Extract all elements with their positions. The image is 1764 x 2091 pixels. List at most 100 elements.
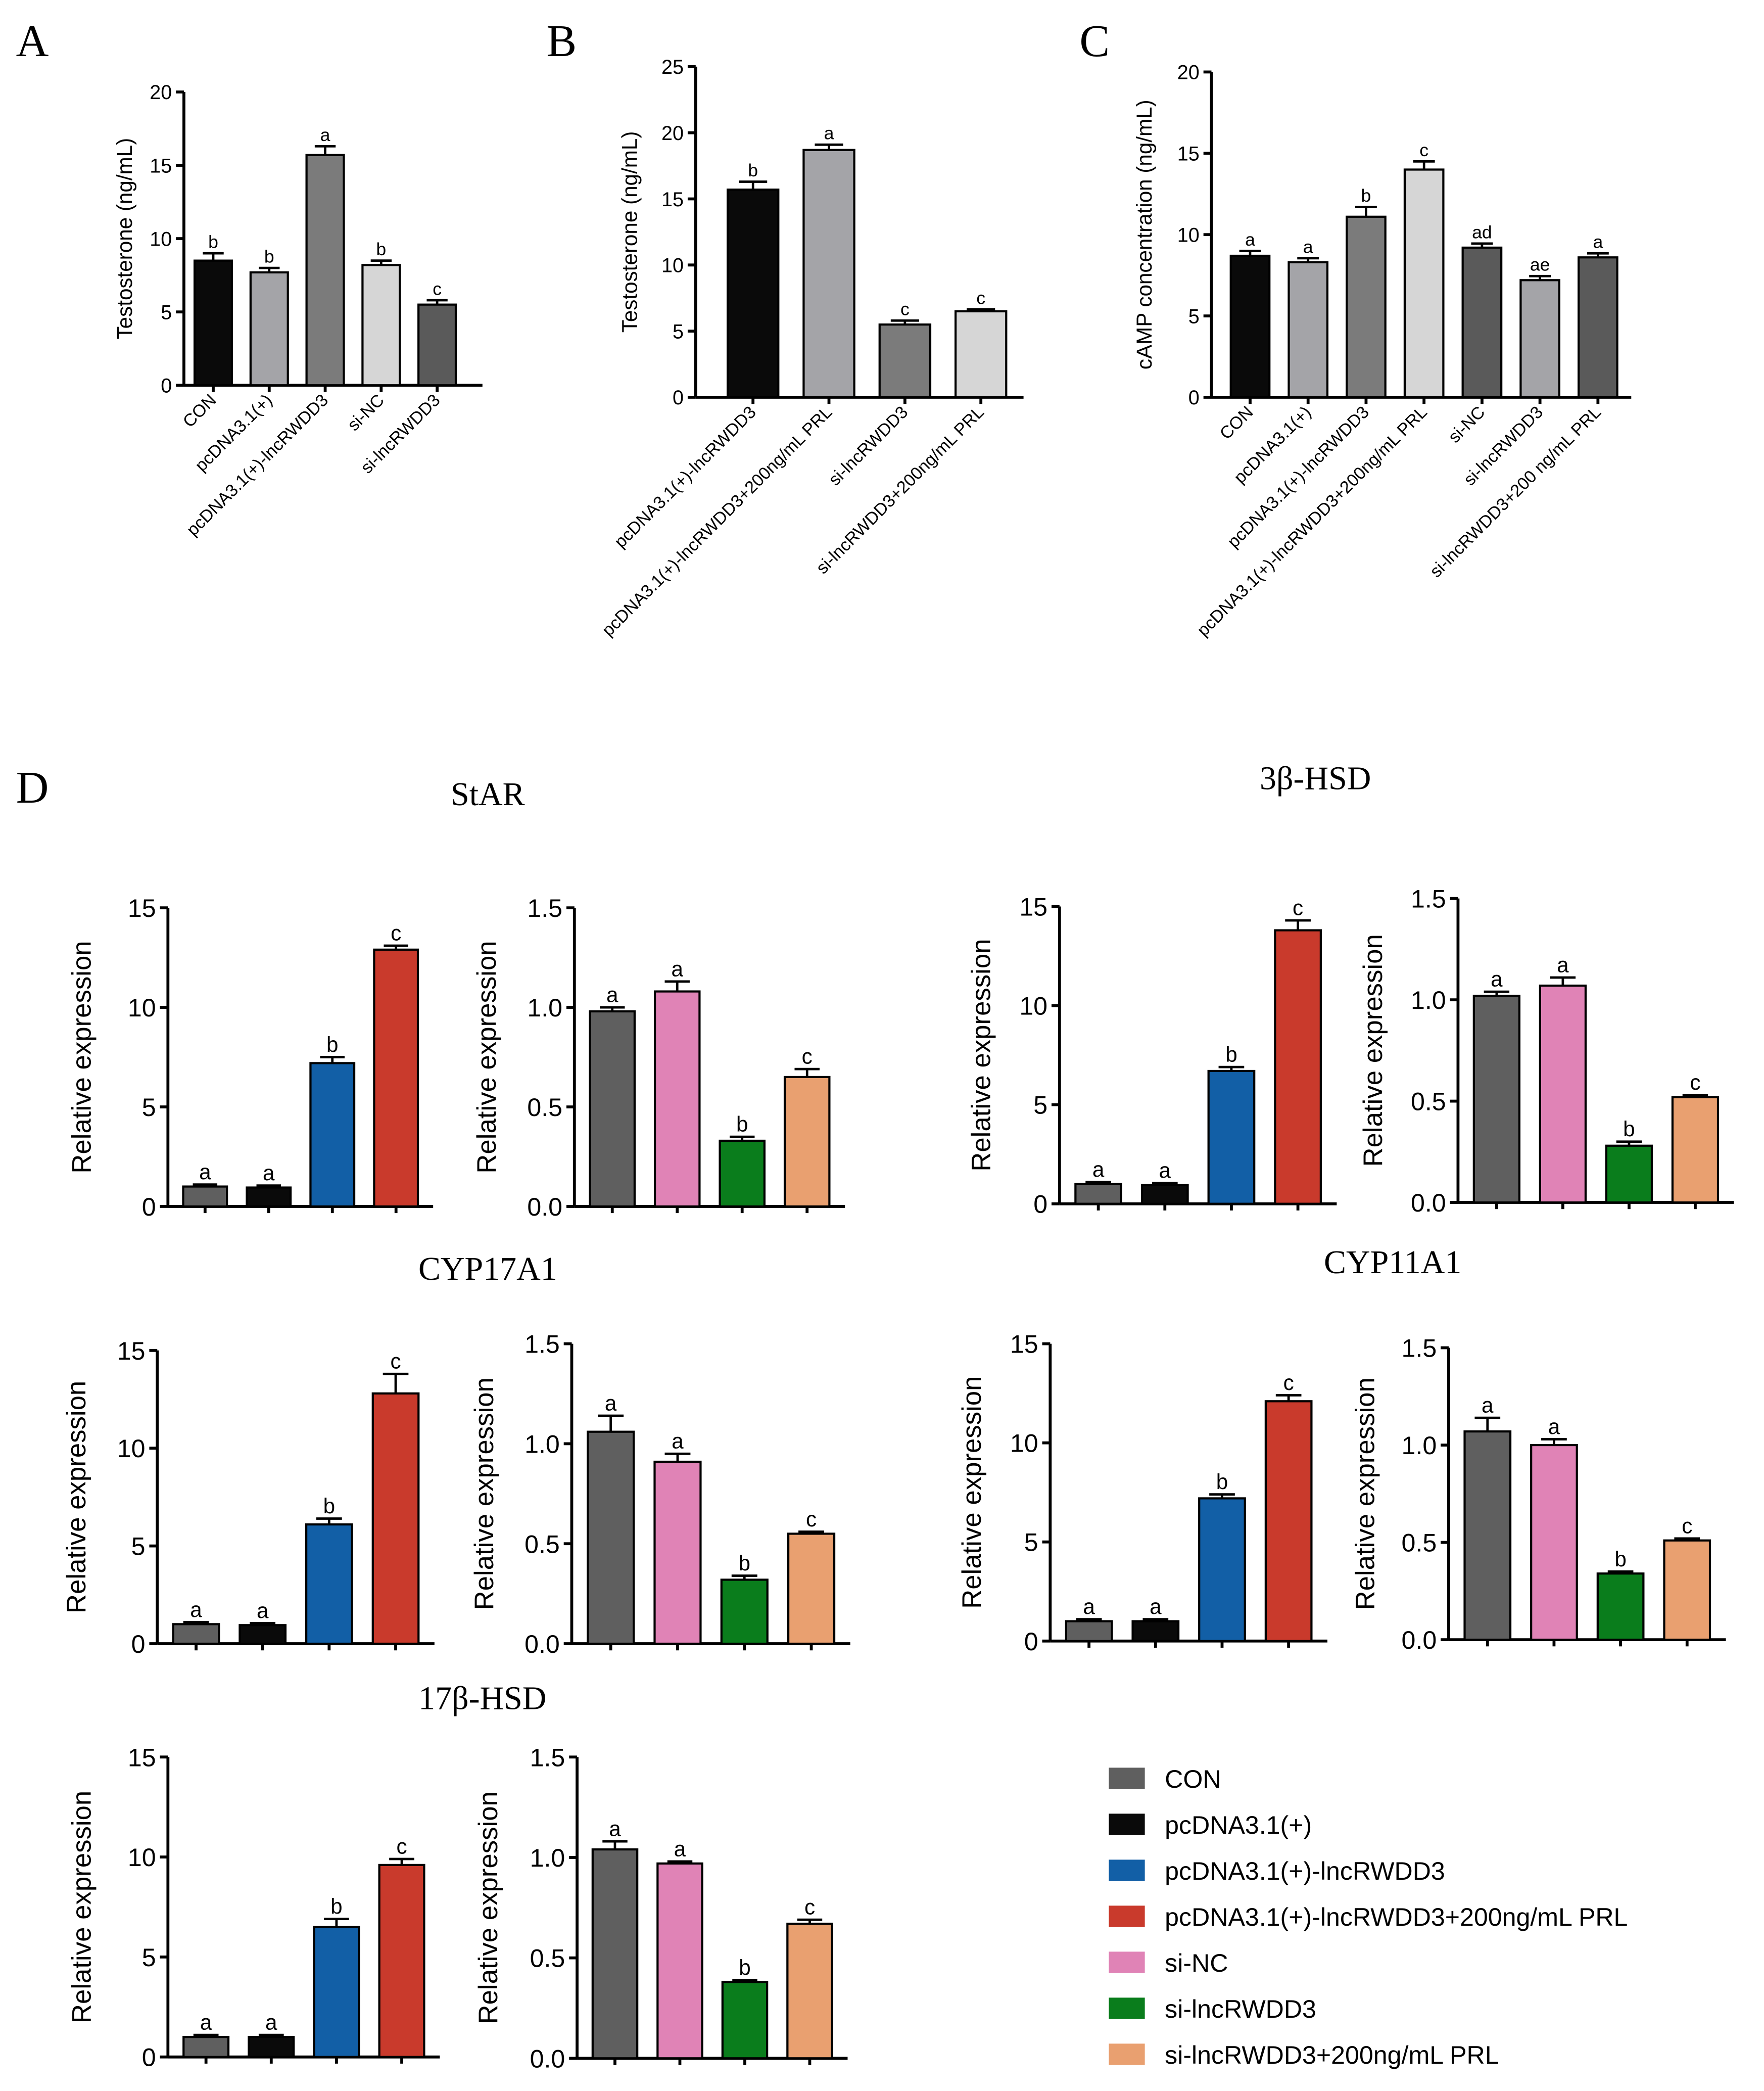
bar [656,1862,703,2060]
significance-letter: c [390,1350,401,1373]
y-tick-label: 0.5 [525,1530,560,1558]
bar [1663,1539,1711,1641]
y-axis-label: Testosterone (ng/mL) [113,138,136,340]
y-tick-label: 0 [142,1193,156,1221]
y-tick-label: 25 [661,56,684,78]
significance-letter: b [326,1033,338,1056]
y-tick-label: 15 [128,894,156,922]
y-axis-label: Relative expression [1350,1377,1380,1610]
y-tick-label: 5 [673,320,684,343]
bar [1065,1620,1113,1642]
legend-label: pcDNA3.1(+)-lncRWDD3 [1165,1857,1445,1885]
chart-d-cyp11a1-1: 0 5 10 15 Relative expression a a b c [957,1330,1327,1656]
significance-letter: c [1283,1371,1294,1395]
y-axis-label: Relative expression [469,1377,499,1610]
y-tick-label: 1.5 [1402,1334,1437,1363]
chart-d-star-1: 0 5 10 15 Relative expression a a b c [67,894,434,1221]
y-tick-label: 15 [661,189,684,211]
bar [720,1578,769,1645]
y-tick-label: 10 [661,255,684,277]
x-tick-label: si-lncRWDD3+200ng/mL PRL [813,402,988,578]
y-tick-label: 0.0 [527,1193,562,1221]
bar [589,1010,636,1208]
y-tick-label: 5 [142,1943,156,1972]
legend-swatch [1109,1906,1145,1927]
y-tick-label: 1.0 [527,994,562,1022]
significance-letter: b [736,1112,748,1136]
bar [787,1532,836,1645]
y-tick-label: 0 [142,2043,156,2072]
significance-letter: b [1614,1547,1626,1571]
y-tick-label: 15 [1019,893,1047,921]
significance-letter: c [1419,140,1428,160]
bar [726,189,780,399]
y-tick-label: 1.0 [1411,986,1446,1014]
significance-letter: a [674,1837,686,1861]
x-tick-label: CON [179,391,220,432]
y-tick-label: 1.5 [525,1330,560,1359]
y-axis-label: Relative expression [67,941,97,1173]
bar [193,259,233,387]
significance-letter: a [190,1598,202,1621]
significance-letter: a [320,125,330,145]
significance-letter: a [609,1817,621,1841]
bar [246,1186,292,1208]
y-tick-label: 10 [150,228,172,250]
significance-letter: b [748,160,758,180]
significance-letter: b [330,1894,342,1918]
y-axis-label: cAMP concentration (ng/mL) [1132,100,1156,369]
significance-letter: c [900,299,910,319]
y-tick-label: 0 [1024,1628,1038,1656]
significance-letter: a [1303,237,1313,257]
significance-letter: c [976,288,985,308]
chart-d-17bhsd-1: 0 5 10 15 Relative expression a a b c [67,1743,440,2072]
significance-letter: a [824,123,834,144]
significance-letter: b [1361,185,1371,206]
legend-label: pcDNA3.1(+)-lncRWDD3+200ng/mL PRL [1165,1903,1628,1931]
significance-letter: b [1216,1470,1228,1494]
bar [305,1523,353,1645]
legend-label: si-lncRWDD3+200ng/mL PRL [1165,2041,1499,2069]
significance-letter: b [376,239,386,259]
significance-letter: b [323,1494,335,1518]
significance-letter: a [1491,967,1503,991]
y-tick-label: 0.0 [1411,1189,1446,1217]
significance-letter: c [1690,1071,1700,1094]
bar [182,1185,228,1208]
y-axis-label: Relative expression [967,939,996,1171]
x-tick-label: si-NC [1445,402,1489,446]
bar [1539,984,1587,1204]
significance-letter: a [1245,229,1255,250]
y-tick-label: 1.5 [1411,885,1446,913]
bar [1288,261,1329,399]
significance-letter: a [1593,232,1603,252]
significance-letter: a [671,957,683,981]
panel-letter-a: A [16,16,49,66]
y-tick-label: 0.0 [1402,1626,1437,1654]
bar [1346,215,1387,399]
significance-letter: b [264,247,274,267]
legend-swatch [1109,1860,1145,1881]
significance-letter: a [1150,1595,1162,1618]
bar [1596,1572,1645,1641]
bar [653,1460,702,1645]
bar [1671,1096,1720,1204]
chart-d-17bhsd-2: 0.0 0.5 1.0 1.5 Relative expression a a b c [473,1743,848,2073]
significance-letter: a [672,1429,684,1453]
legend-swatch [1109,1951,1145,1973]
y-tick-label: 10 [1010,1429,1038,1458]
y-tick-label: 5 [1024,1528,1038,1557]
y-tick-label: 0.5 [530,1944,565,1973]
legend-label: pcDNA3.1(+) [1165,1811,1312,1839]
y-tick-label: 0 [131,1630,146,1658]
significance-letter: c [802,1045,813,1068]
y-axis-label: Relative expression [957,1376,987,1609]
bar [1463,1430,1512,1641]
significance-letter: a [1092,1157,1105,1181]
panel-letter-b: B [546,16,577,66]
y-axis-label: Relative expression [1358,934,1388,1167]
x-tick-label: CON [1216,402,1257,443]
bar [1198,1497,1246,1642]
